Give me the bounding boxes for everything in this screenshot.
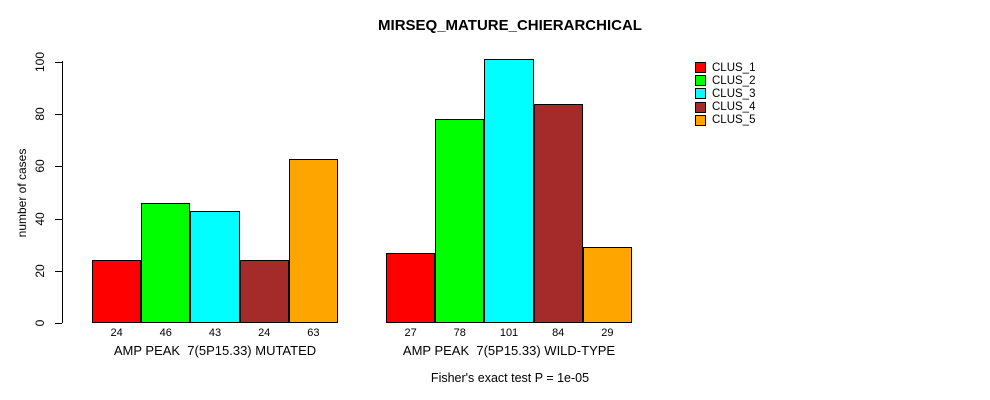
bar-CLUS_1-group2 [386, 252, 436, 323]
bar-value-label: 29 [601, 327, 614, 339]
bar-CLUS_3-group2 [484, 59, 534, 323]
bar-CLUS_3-group1 [190, 210, 240, 323]
bar-value-label: 24 [110, 327, 123, 339]
y-axis-line [62, 61, 63, 323]
y-axis-label: number of cases [15, 148, 29, 238]
y-tick-label: 0 [33, 319, 47, 327]
bar-CLUS_5-group1 [288, 158, 338, 323]
legend-row-clus_4: CLUS_4 [695, 101, 755, 114]
legend-swatch-icon [695, 114, 706, 126]
bar-value-label: 78 [453, 327, 466, 339]
legend-label: CLUS_1 [712, 61, 756, 74]
bar-CLUS_4-group2 [533, 103, 583, 323]
legend-label: CLUS_3 [712, 87, 756, 100]
legend-row-clus_1: CLUS_1 [695, 61, 755, 74]
bar-CLUS_1-group1 [92, 260, 142, 323]
legend-swatch-icon [695, 75, 706, 87]
bar-value-label: 46 [159, 327, 172, 339]
legend-row-clus_3: CLUS_3 [695, 87, 755, 100]
y-tick-mark [55, 114, 62, 116]
bar-value-label: 43 [208, 327, 222, 339]
y-tick-label: 40 [33, 211, 47, 226]
legend: CLUS_1 CLUS_2 CLUS_3 CLUS_4 CLUS_5 [695, 61, 755, 127]
y-tick-mark [55, 323, 62, 324]
y-tick-label: 80 [33, 107, 47, 121]
bar-value-label: 84 [552, 327, 565, 339]
legend-row-clus_2: CLUS_2 [695, 74, 755, 87]
y-tick-label: 60 [33, 159, 47, 174]
legend-swatch-icon [695, 101, 706, 113]
y-tick-label: 20 [33, 264, 47, 278]
y-tick-mark [55, 270, 62, 272]
bar-value-label: 24 [258, 327, 271, 339]
legend-label: CLUS_2 [712, 74, 756, 87]
legend-swatch-icon [695, 88, 706, 100]
bar-CLUS_2-group2 [435, 119, 485, 323]
group-label-1: AMP PEAK 7(5P15.33) MUTATED [113, 343, 317, 358]
bar-value-label: 63 [307, 327, 320, 339]
bar-value-label: 27 [404, 327, 417, 339]
bar-CLUS_4-group1 [239, 260, 289, 323]
bar-CLUS_2-group1 [141, 202, 191, 323]
bar-CLUS_5-group2 [582, 247, 632, 323]
legend-label: CLUS_5 [712, 114, 756, 127]
y-tick-mark [55, 166, 62, 168]
group-label-2: AMP PEAK 7(5P15.33) WILD-TYPE [402, 343, 616, 358]
legend-label: CLUS_4 [712, 101, 756, 114]
legend-row-clus_5: CLUS_5 [695, 114, 755, 127]
y-tick-mark [55, 62, 62, 63]
y-tick-label: 100 [33, 51, 47, 73]
legend-swatch-icon [695, 62, 706, 74]
chart-title: MIRSEQ_MATURE_CHIERARCHICAL [378, 17, 642, 34]
bar-value-label: 101 [499, 327, 519, 339]
y-tick-mark [55, 218, 62, 220]
chart-subtitle: Fisher's exact test P = 1e-05 [430, 371, 590, 385]
